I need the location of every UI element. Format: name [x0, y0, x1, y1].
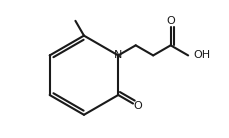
Text: O: O — [166, 16, 174, 26]
Text: OH: OH — [193, 50, 210, 60]
Text: O: O — [133, 101, 142, 111]
Text: N: N — [114, 50, 122, 60]
